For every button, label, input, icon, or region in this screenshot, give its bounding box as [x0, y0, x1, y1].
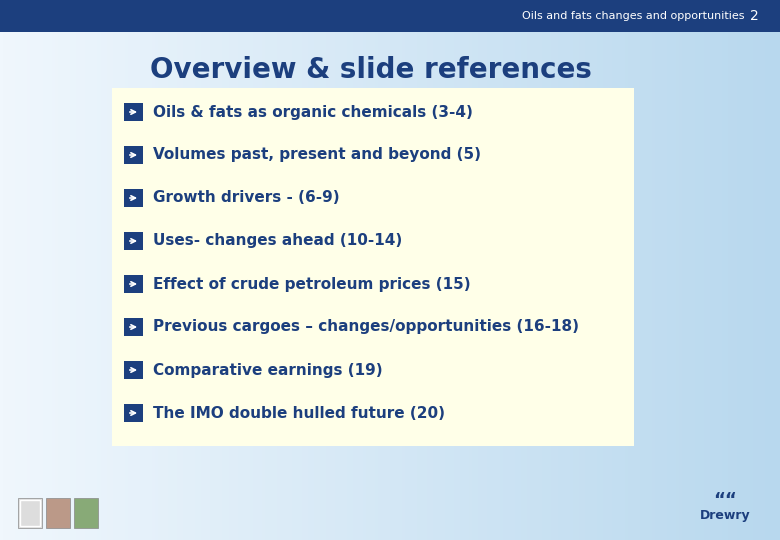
FancyBboxPatch shape [0, 0, 780, 32]
Text: Volumes past, present and beyond (5): Volumes past, present and beyond (5) [153, 147, 481, 163]
FancyBboxPatch shape [124, 146, 143, 164]
Text: 2: 2 [750, 9, 759, 23]
FancyBboxPatch shape [46, 498, 70, 528]
Text: ““: ““ [713, 491, 737, 509]
Text: Uses- changes ahead (10-14): Uses- changes ahead (10-14) [153, 233, 402, 248]
Text: Oils and fats changes and opportunities: Oils and fats changes and opportunities [522, 11, 744, 21]
FancyBboxPatch shape [124, 361, 143, 379]
Text: Oils & fats as organic chemicals (3-4): Oils & fats as organic chemicals (3-4) [153, 105, 473, 119]
Text: Previous cargoes – changes/opportunities (16-18): Previous cargoes – changes/opportunities… [153, 320, 579, 334]
Text: Effect of crude petroleum prices (15): Effect of crude petroleum prices (15) [153, 276, 470, 292]
FancyBboxPatch shape [112, 88, 634, 446]
Text: Drewry: Drewry [700, 510, 750, 523]
FancyBboxPatch shape [124, 318, 143, 336]
Text: Growth drivers - (6-9): Growth drivers - (6-9) [153, 191, 339, 206]
FancyBboxPatch shape [18, 498, 42, 528]
FancyBboxPatch shape [74, 498, 98, 528]
FancyBboxPatch shape [124, 404, 143, 422]
FancyBboxPatch shape [124, 103, 143, 121]
FancyBboxPatch shape [124, 232, 143, 250]
Text: Overview & slide references: Overview & slide references [150, 56, 592, 84]
FancyBboxPatch shape [124, 189, 143, 207]
FancyBboxPatch shape [124, 275, 143, 293]
Text: Comparative earnings (19): Comparative earnings (19) [153, 362, 383, 377]
Text: The IMO double hulled future (20): The IMO double hulled future (20) [153, 406, 445, 421]
